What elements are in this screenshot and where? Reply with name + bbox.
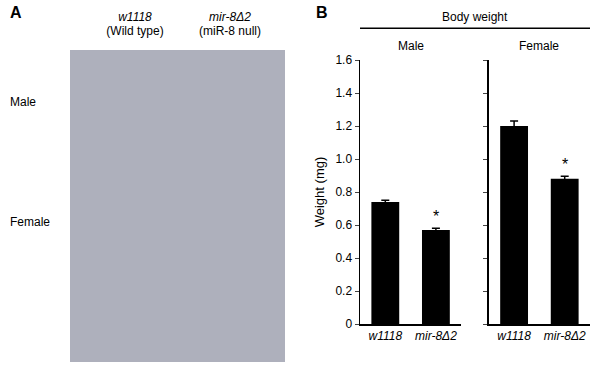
svg-text:mir-8Δ2: mir-8Δ2 — [415, 329, 457, 343]
svg-text:Weight (mg): Weight (mg) — [312, 157, 327, 228]
svg-text:Body weight: Body weight — [442, 10, 508, 24]
svg-text:1.2: 1.2 — [335, 119, 352, 133]
svg-text:B: B — [316, 4, 328, 21]
svg-text:1.4: 1.4 — [335, 86, 352, 100]
html-text:mir-8Δ2: mir-8Δ2 — [209, 10, 251, 24]
svg-text:Female: Female — [519, 39, 559, 53]
html-text:A: A — [10, 4, 22, 21]
svg-text:0.8: 0.8 — [335, 185, 352, 199]
html-text:w1118: w1118 — [118, 10, 152, 24]
svg-text:0: 0 — [345, 317, 352, 331]
svg-text:0.6: 0.6 — [335, 218, 352, 232]
svg-text:w1118: w1118 — [497, 329, 531, 343]
svg-text:mir-8Δ2: mir-8Δ2 — [544, 329, 586, 343]
svg-text:1.0: 1.0 — [335, 152, 352, 166]
svg-text:*: * — [433, 208, 439, 225]
html-text:(Wild type): (Wild type) — [106, 24, 164, 38]
html-text:Female: Female — [10, 215, 50, 229]
svg-text:0.2: 0.2 — [335, 284, 352, 298]
html-text:Male: Male — [10, 95, 36, 109]
svg-text:w1118: w1118 — [369, 329, 403, 343]
svg-text:0.4: 0.4 — [335, 251, 352, 265]
svg-text:Male: Male — [398, 39, 424, 53]
svg-text:1.6: 1.6 — [335, 53, 352, 67]
html-text:(miR-8 null): (miR-8 null) — [199, 24, 261, 38]
svg-text:*: * — [562, 156, 568, 173]
